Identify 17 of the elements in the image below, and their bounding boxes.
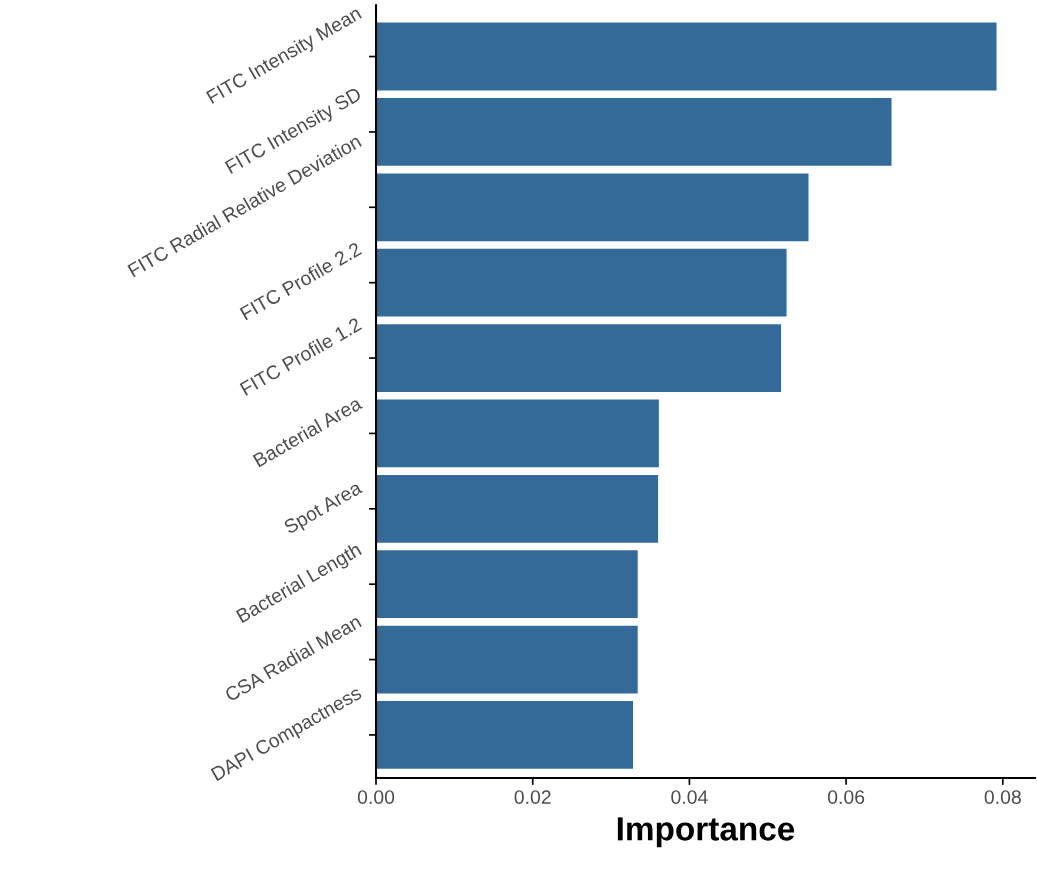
x-tick-label: 0.06 (827, 790, 865, 805)
bar (376, 474, 659, 543)
x-axis-title: Importance (617, 817, 795, 848)
bar (376, 399, 659, 468)
x-tick-label: 0.02 (514, 790, 551, 805)
bar (376, 324, 782, 392)
bar (376, 173, 809, 242)
bar (376, 22, 997, 91)
bar (376, 248, 787, 317)
y-tick-label: Spot Area (282, 480, 365, 538)
x-tick-label: 0.04 (671, 790, 708, 805)
bar (376, 550, 638, 619)
x-tick-label: 0.08 (984, 790, 1021, 805)
x-tick-label: 0.00 (357, 790, 395, 805)
bar (376, 625, 638, 694)
bar (376, 701, 633, 769)
bar (376, 98, 892, 166)
